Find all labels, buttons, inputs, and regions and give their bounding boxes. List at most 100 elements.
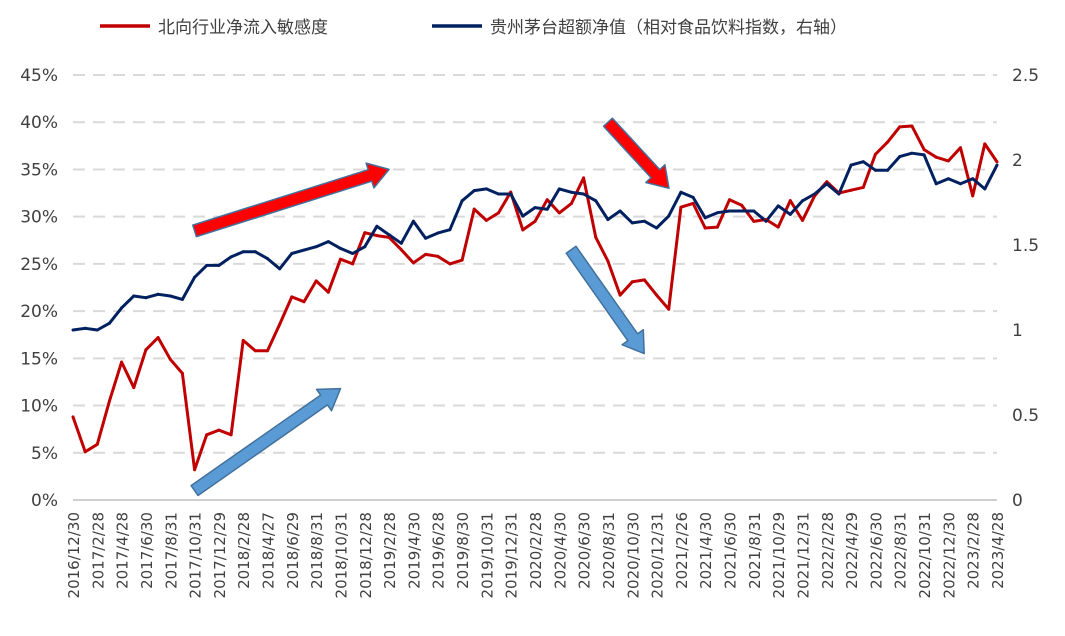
left-tick-label: 40%: [20, 113, 58, 133]
data-point-excess_nav: [934, 182, 938, 186]
data-point-sensitivity: [290, 295, 294, 299]
x-tick-label: 2018/12/28: [357, 512, 375, 598]
x-tick-label: 2017/6/30: [138, 512, 156, 589]
data-point-sensitivity: [740, 203, 744, 207]
data-point-excess_nav: [144, 296, 148, 300]
data-point-excess_nav: [691, 195, 695, 199]
data-point-sensitivity: [728, 198, 731, 202]
data-point-sensitivity: [715, 225, 719, 229]
data-point-excess_nav: [302, 248, 306, 252]
x-tick-label: 2022/12/30: [940, 512, 958, 598]
data-point-excess_nav: [193, 275, 197, 279]
data-point-sensitivity: [83, 450, 87, 454]
data-point-sensitivity: [411, 261, 415, 265]
data-point-sensitivity: [120, 360, 124, 364]
data-point-sensitivity: [898, 125, 902, 129]
right-tick-label: 1.5: [1012, 236, 1039, 256]
x-tick-label: 2020/6/30: [576, 512, 594, 589]
data-point-sensitivity: [557, 211, 561, 215]
data-point-excess_nav: [241, 250, 245, 254]
red-trend-arrow: [192, 162, 390, 238]
data-point-sensitivity: [642, 278, 646, 282]
x-tick-label: 2018/6/29: [284, 512, 302, 589]
data-point-sensitivity: [934, 155, 938, 159]
x-axis-ticks: 2016/12/30 2017/2/28 2017/4/28 2017/6/30 201…: [65, 512, 1007, 598]
data-point-sensitivity: [387, 235, 391, 239]
series-line-sensitivity: [71, 124, 999, 472]
right-tick-label: 0.5: [1012, 406, 1039, 426]
data-point-excess_nav: [606, 218, 610, 221]
data-point-sensitivity: [71, 415, 75, 419]
data-point-sensitivity: [484, 218, 488, 222]
data-point-excess_nav: [399, 241, 403, 245]
x-tick-label: 2017/8/31: [162, 512, 180, 589]
data-point-sensitivity: [497, 211, 500, 215]
data-point-sensitivity: [946, 159, 950, 163]
data-point-sensitivity: [278, 322, 282, 326]
data-point-excess_nav: [424, 236, 428, 240]
data-point-excess_nav: [667, 214, 671, 218]
data-point-sensitivity: [132, 386, 136, 390]
data-point-sensitivity: [886, 140, 890, 144]
data-point-sensitivity: [448, 262, 452, 266]
data-point-sensitivity: [533, 219, 537, 223]
x-tick-label: 2018/8/31: [308, 512, 326, 589]
data-point-excess_nav: [339, 246, 342, 250]
left-tick-label: 20%: [20, 302, 58, 322]
data-point-sensitivity: [776, 225, 780, 229]
x-tick-label: 2019/12/31: [503, 512, 521, 598]
data-point-excess_nav: [898, 155, 902, 159]
data-point-excess_nav: [582, 192, 586, 196]
data-point-excess_nav: [460, 199, 464, 203]
data-point-excess_nav: [290, 252, 294, 255]
data-point-excess_nav: [71, 328, 75, 332]
x-tick-label: 2017/10/31: [187, 512, 205, 598]
blue-trend-arrow: [190, 387, 342, 497]
data-point-excess_nav: [108, 321, 111, 325]
data-point-excess_nav: [715, 211, 719, 215]
data-point-excess_nav: [570, 190, 573, 194]
data-point-excess_nav: [253, 250, 257, 254]
data-point-sensitivity: [375, 234, 379, 238]
data-point-excess_nav: [132, 294, 136, 298]
data-point-excess_nav: [411, 219, 415, 223]
x-tick-label: 2021/2/26: [673, 512, 691, 589]
data-point-excess_nav: [229, 255, 233, 259]
data-point-excess_nav: [801, 199, 804, 203]
x-tick-label: 2020/10/30: [624, 512, 642, 598]
data-point-sensitivity: [266, 349, 269, 353]
data-point-excess_nav: [472, 189, 476, 193]
right-tick-label: 2: [1012, 151, 1023, 171]
data-point-sensitivity: [861, 185, 865, 189]
data-point-excess_nav: [557, 187, 561, 191]
data-point-excess_nav: [168, 294, 172, 298]
data-point-sensitivity: [168, 357, 172, 361]
data-point-sensitivity: [910, 124, 914, 128]
data-point-excess_nav: [326, 240, 330, 244]
data-point-excess_nav: [886, 168, 890, 172]
data-point-sensitivity: [241, 338, 245, 342]
data-point-sensitivity: [801, 218, 804, 222]
data-point-sensitivity: [922, 148, 926, 152]
data-point-sensitivity: [339, 257, 342, 261]
data-point-sensitivity: [95, 442, 99, 446]
x-tick-label: 2016/12/30: [65, 512, 83, 598]
data-point-sensitivity: [253, 349, 257, 353]
left-tick-label: 0%: [31, 491, 58, 511]
blue-trend-arrow: [565, 245, 645, 355]
data-point-sensitivity: [180, 371, 184, 375]
x-tick-label: 2020/8/31: [600, 512, 618, 589]
data-point-sensitivity: [156, 336, 160, 340]
data-point-sensitivity: [959, 146, 962, 150]
legend-label-sensitivity: 北向行业净流入敏感度: [158, 18, 328, 38]
data-point-excess_nav: [825, 182, 829, 186]
x-tick-label: 2022/4/29: [843, 512, 861, 589]
data-point-excess_nav: [873, 168, 877, 172]
data-point-excess_nav: [180, 297, 184, 301]
data-point-sensitivity: [108, 399, 111, 403]
left-tick-label: 35%: [20, 160, 58, 180]
data-point-sensitivity: [363, 231, 367, 235]
x-tick-label: 2018/2/28: [235, 512, 253, 589]
data-point-excess_nav: [728, 209, 731, 213]
data-point-excess_nav: [630, 221, 634, 225]
